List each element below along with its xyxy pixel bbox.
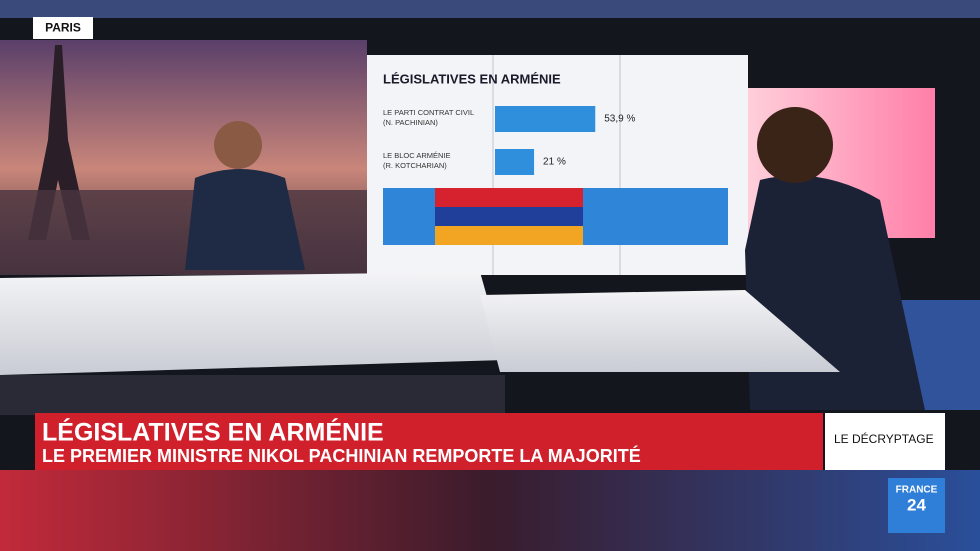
bar [495, 149, 535, 175]
screen-chart: LE PARTI CONTRAT CIVIL(N. PACHINIAN) 53,9… [383, 106, 635, 175]
lower-third-band [35, 413, 823, 470]
row-label: (R. KOTCHARIAN) [383, 161, 447, 170]
ceiling-light [0, 0, 980, 18]
subheadline: LE PREMIER MINISTRE NIKOL PACHINIAN REMP… [42, 445, 641, 466]
channel-logo [888, 478, 945, 533]
city-skyline [0, 190, 367, 275]
logo-line1: FRANCE [896, 485, 938, 496]
presenter-left-head [214, 121, 262, 169]
screen-title: LÉGISLATIVES EN ARMÉNIE [383, 71, 561, 86]
value-label: 53,9 % [604, 114, 635, 125]
value-label: 21 % [543, 157, 566, 168]
tag-box [825, 413, 945, 470]
presenter-right-head [757, 107, 833, 183]
flag-stripe [435, 226, 583, 245]
studio-floor [0, 470, 980, 551]
flag-stripe [435, 207, 583, 226]
location-label: PARIS [45, 21, 81, 35]
row-label: LE PARTI CONTRAT CIVIL [383, 108, 474, 117]
desk-base [0, 375, 505, 415]
location-box [33, 17, 93, 39]
row-label: LE BLOC ARMÉNIE [383, 151, 451, 160]
row-label: (N. PACHINIAN) [383, 118, 438, 127]
bar [495, 106, 596, 132]
tag-label: LE DÉCRYPTAGE [834, 431, 934, 446]
presenter-left [185, 169, 305, 270]
desk-right [480, 290, 840, 372]
desk-left [0, 272, 505, 375]
logo-line2: 24 [907, 495, 926, 514]
headline: LÉGISLATIVES EN ARMÉNIE [42, 418, 384, 447]
flag-stripe [435, 188, 583, 207]
